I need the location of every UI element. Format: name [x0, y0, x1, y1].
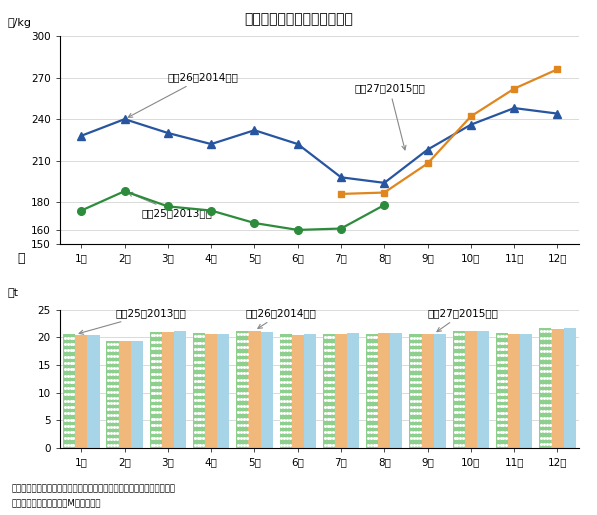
Bar — [193, 333, 205, 448]
Bar — [477, 331, 489, 448]
Bar — [150, 332, 162, 448]
Bar — [347, 333, 359, 448]
Bar — [453, 331, 465, 448]
Text: 平成27（2015）年: 平成27（2015）年 — [427, 308, 498, 332]
Text: 平成25（2013）年: 平成25（2013）年 — [79, 308, 187, 334]
Bar — [465, 331, 477, 448]
Text: 平成27（2015）年: 平成27（2015）年 — [354, 83, 425, 150]
Bar — [496, 333, 508, 448]
Bar — [335, 334, 347, 448]
Bar — [410, 334, 421, 448]
Bar — [87, 335, 100, 448]
Text: 平成25（2013）年: 平成25（2013）年 — [128, 193, 213, 218]
Bar — [520, 334, 533, 448]
Text: 平成26（2014）年: 平成26（2014）年 — [246, 308, 316, 329]
Bar — [279, 334, 292, 448]
Bar — [63, 334, 75, 448]
Text: 注：価格は、東京全農M規格の数値: 注：価格は、東京全農M規格の数値 — [12, 499, 101, 508]
Bar — [390, 333, 402, 448]
Text: 鶏卵の価格及び生産量の推移: 鶏卵の価格及び生産量の推移 — [244, 12, 353, 26]
Bar — [433, 334, 446, 448]
Bar — [508, 334, 520, 448]
Bar — [366, 334, 378, 448]
Bar — [248, 331, 260, 448]
Bar — [236, 331, 248, 448]
Bar — [260, 332, 273, 448]
Bar — [378, 333, 390, 448]
Bar — [205, 334, 217, 448]
Bar — [217, 334, 229, 448]
Text: 円/kg: 円/kg — [8, 18, 32, 28]
Text: 平成26（2014）年: 平成26（2014）年 — [128, 73, 239, 117]
Bar — [564, 329, 576, 448]
Bar — [552, 329, 564, 448]
Bar — [174, 331, 186, 448]
Bar — [106, 341, 119, 448]
Bar — [304, 334, 316, 448]
Bar — [75, 335, 87, 448]
Bar — [539, 328, 552, 448]
Bar — [119, 340, 131, 448]
Bar — [162, 332, 174, 448]
Bar — [421, 334, 433, 448]
Text: 万t: 万t — [8, 288, 19, 299]
Bar — [131, 340, 143, 448]
Bar — [292, 335, 304, 448]
Bar — [323, 334, 335, 448]
Text: 〜: 〜 — [17, 252, 24, 265]
Text: 資料：農林水産省「鶏卵流通統計調査」、全国農業協同組合連合会調べ: 資料：農林水産省「鶏卵流通統計調査」、全国農業協同組合連合会調べ — [12, 485, 176, 493]
